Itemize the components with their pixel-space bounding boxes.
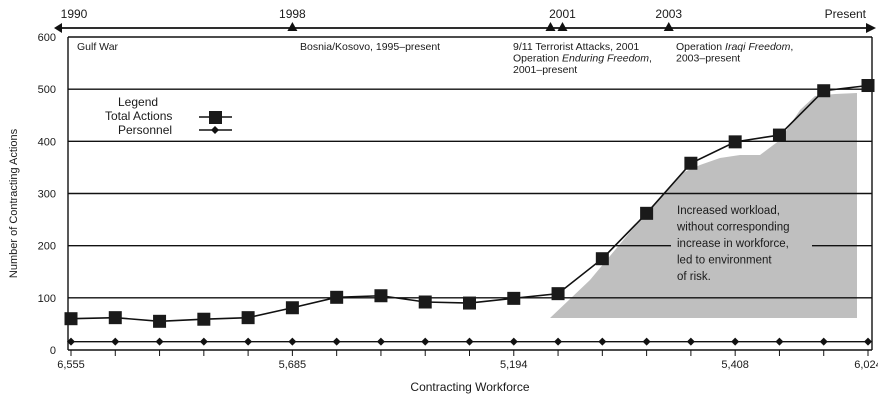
- total-actions-point: [64, 312, 78, 326]
- personnel-point: [598, 337, 607, 346]
- personnel-point: [775, 337, 784, 346]
- timeline-year-label: 1998: [279, 7, 306, 21]
- legend-swatch-diamond: [211, 126, 219, 134]
- y-axis-title: Number of Contracting Actions: [8, 128, 20, 278]
- total-actions-point: [595, 252, 609, 266]
- y-tick-label: 500: [38, 84, 56, 96]
- personnel-point: [686, 337, 695, 346]
- timeline-marker: [545, 22, 556, 31]
- total-actions-point: [463, 296, 476, 310]
- legend-entry-personnel: Personnel: [118, 123, 172, 137]
- annotation-line: increase in workforce,: [677, 238, 789, 250]
- personnel-point: [332, 337, 341, 346]
- total-actions-point: [418, 295, 432, 309]
- total-actions-point: [153, 314, 167, 328]
- event-label-line: 9/11 Terrorist Attacks, 2001: [513, 41, 639, 53]
- legend-swatch-square: [209, 111, 222, 124]
- total-actions-point: [507, 291, 521, 305]
- y-tick-label: 600: [38, 32, 56, 44]
- personnel-point: [199, 337, 208, 346]
- x-tick-label: 5,408: [721, 359, 749, 371]
- personnel-point: [731, 337, 740, 346]
- x-axis-title: Contracting Workforce: [410, 380, 529, 394]
- personnel-point: [465, 337, 474, 346]
- annotation-box: [671, 200, 812, 296]
- timeline-year-label: Present: [825, 7, 867, 21]
- annotation-line: without corresponding: [676, 222, 790, 234]
- timeline-marker: [557, 22, 568, 31]
- timeline-left-arrow: [54, 23, 62, 33]
- personnel-point: [288, 337, 297, 346]
- total-actions-point: [817, 84, 831, 98]
- annotation-line: of risk.: [677, 271, 711, 283]
- personnel-point: [864, 337, 872, 346]
- annotation-line: led to environment: [677, 255, 772, 267]
- event-label-line: Operation Enduring Freedom,: [513, 53, 652, 65]
- event-label-line: Operation Iraqi Freedom,: [676, 41, 793, 53]
- total-actions-point: [772, 128, 786, 142]
- personnel-point: [421, 337, 430, 346]
- event-label-line: Gulf War: [77, 41, 119, 53]
- personnel-point: [67, 337, 75, 346]
- y-tick-label: 400: [38, 136, 56, 148]
- timeline-marker: [287, 22, 298, 31]
- personnel-point: [554, 337, 563, 346]
- total-actions-point: [285, 301, 299, 315]
- y-tick-label: 300: [38, 189, 56, 201]
- total-actions-point: [728, 135, 742, 149]
- y-tick-label: 0: [50, 345, 56, 357]
- timeline-year-label: 1990: [61, 7, 88, 21]
- x-tick-label: 5,685: [279, 359, 307, 371]
- total-actions-point: [330, 290, 344, 304]
- personnel-point: [642, 337, 651, 346]
- y-tick-label: 100: [38, 293, 56, 305]
- timeline-marker: [663, 22, 674, 31]
- personnel-point: [244, 337, 253, 346]
- annotation-line: Increased workload,: [677, 205, 780, 217]
- total-actions-point: [241, 311, 255, 325]
- personnel-point: [155, 337, 164, 346]
- event-label-line: 2003–present: [676, 53, 740, 65]
- timeline-year-label: 2003: [655, 7, 682, 21]
- total-actions-point: [684, 156, 698, 170]
- x-tick-label: 6,555: [57, 359, 85, 371]
- total-actions-point: [551, 287, 565, 301]
- y-tick-label: 200: [38, 241, 56, 253]
- personnel-point: [819, 337, 828, 346]
- total-actions-point: [374, 289, 388, 303]
- timeline-right-arrow: [866, 23, 876, 33]
- timeline-year-label: 2001: [549, 7, 576, 21]
- event-label-line: 2001–present: [513, 64, 577, 76]
- total-actions-point: [197, 312, 211, 326]
- total-actions-point: [108, 311, 122, 325]
- total-actions-point: [640, 206, 654, 220]
- x-tick-label: 6,024: [854, 359, 878, 371]
- personnel-point: [376, 337, 385, 346]
- x-tick-label: 5,194: [500, 359, 528, 371]
- personnel-point: [509, 337, 518, 346]
- personnel-point: [111, 337, 120, 346]
- legend-title: Legend: [118, 95, 158, 109]
- total-actions-point: [861, 79, 875, 93]
- legend-entry-total-actions: Total Actions: [105, 109, 172, 123]
- event-label-line: Bosnia/Kosovo, 1995–present: [300, 41, 440, 53]
